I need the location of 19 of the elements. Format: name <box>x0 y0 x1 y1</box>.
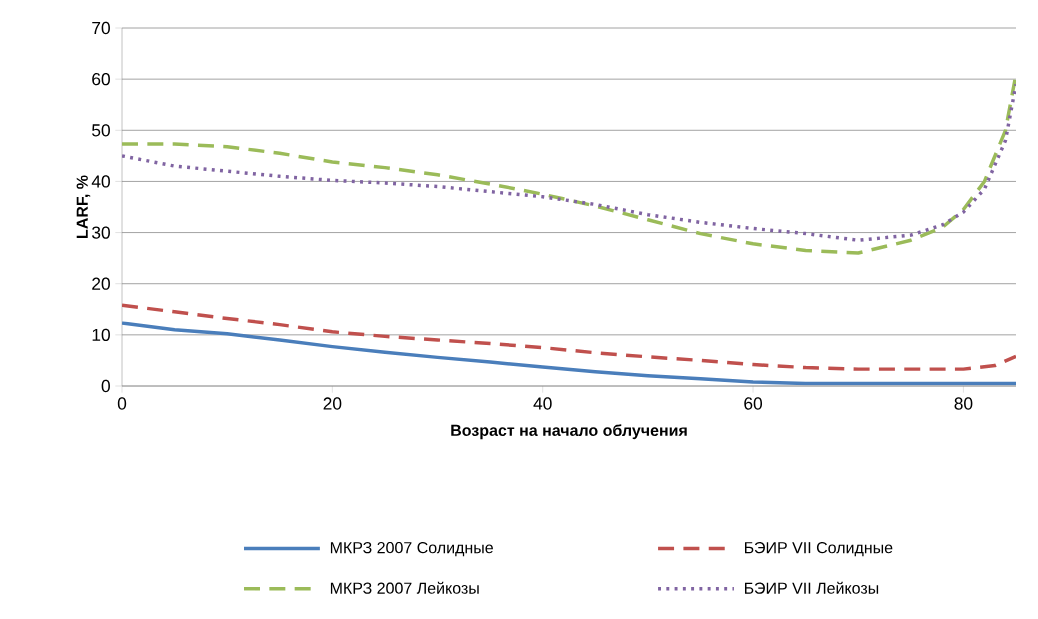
x-tick-label: 60 <box>744 397 763 410</box>
x-tick-label: 0 <box>117 397 127 410</box>
y-tick-label: 50 <box>92 124 110 137</box>
y-tick-label: 70 <box>92 21 110 35</box>
legend-label: БЭИР VII Лейкозы <box>744 581 879 594</box>
y-tick-label: 0 <box>101 379 110 393</box>
y-tick-label: 30 <box>92 226 110 239</box>
legend-label: БЭИР VII Солидные <box>744 541 893 557</box>
y-tick-label: 60 <box>92 73 110 86</box>
y-tick-label: 20 <box>92 277 110 290</box>
y-tick-label: 40 <box>91 175 110 188</box>
legend-label: МКРЗ 2007 Солидные <box>330 541 493 557</box>
y-tick-label: 10 <box>92 328 110 341</box>
y-axis-title: LARF, % <box>76 175 91 238</box>
x-tick-label: 40 <box>533 397 552 410</box>
x-tick-label: 80 <box>954 397 973 410</box>
legend-label: МКРЗ 2007 Лейкозы <box>330 581 479 594</box>
x-tick-label: 20 <box>323 397 342 410</box>
x-axis-title: Возраст на начало облучения <box>451 424 687 440</box>
